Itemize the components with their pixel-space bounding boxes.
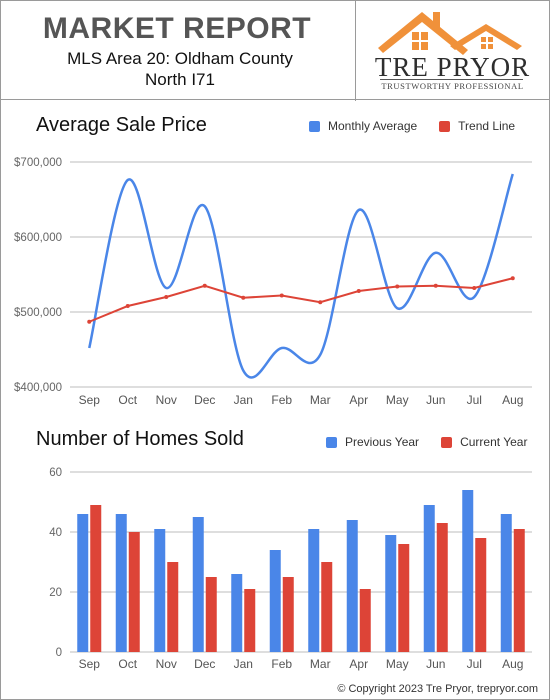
point-trend-line-nov — [164, 295, 169, 299]
legend-swatch-current-year — [441, 436, 453, 448]
bar-previous-year-jan — [231, 574, 243, 652]
homes-sold-chart-x-tick-label-dec: Dec — [194, 657, 215, 671]
price-chart-x-tick-label-jan: Jan — [234, 393, 253, 407]
report-subtitle-line2: North I71 — [145, 70, 215, 89]
bar-previous-year-aug — [500, 514, 512, 652]
bar-previous-year-feb — [269, 550, 281, 652]
legend-swatch-monthly-average — [309, 120, 320, 132]
bar-current-year-feb — [282, 577, 294, 652]
price-chart-x-tick-label-may: May — [386, 393, 409, 407]
homes-sold-chart-y-tick-label: 20 — [49, 587, 62, 599]
price-chart-title: Average Sale Price — [36, 114, 207, 136]
homes-sold-chart-x-tick-label-jul: Jul — [467, 657, 482, 671]
legend-label-trend-line: Trend Line — [458, 119, 516, 133]
series-line-monthly-average — [88, 173, 514, 379]
homes-sold-chart-x-tick-label-may: May — [386, 657, 409, 671]
house-logo-icon — [378, 12, 522, 55]
price-chart-legend: Monthly Average Trend Line — [309, 119, 537, 133]
price-chart-x-tick-label-nov: Nov — [156, 393, 177, 407]
bar-previous-year-may — [385, 535, 397, 652]
bar-previous-year-dec — [192, 517, 204, 652]
bar-current-year-dec — [205, 577, 217, 652]
homes-sold-chart-legend: Previous Year Current Year — [326, 435, 549, 449]
homes-sold-chart-y-tick-label: 60 — [49, 467, 62, 479]
point-trend-line-jul — [472, 286, 477, 290]
bar-current-year-sep — [90, 505, 102, 652]
homes-sold-chart-x-tick-label-mar: Mar — [310, 657, 331, 671]
price-chart-x-tick-label-mar: Mar — [310, 393, 331, 407]
homes-sold-chart: 0 20 40 60 Sep Oct Nov Dec Jan Feb Mar Apr May Jun Jul… — [49, 467, 532, 671]
average-sale-price-chart: $400,000 $500,000 $600,000 $700,000 Sep Oct No… — [14, 157, 532, 407]
legend-swatch-trend-line — [439, 120, 451, 132]
price-chart-y-tick-label: $700,000 — [14, 157, 62, 169]
bar-current-year-jun — [436, 523, 448, 652]
point-trend-line-oct — [125, 304, 130, 308]
price-chart-y-tick-label: $600,000 — [14, 232, 62, 244]
legend-swatch-previous-year — [326, 436, 337, 448]
legend-label-monthly-average: Monthly Average — [328, 119, 418, 133]
brand-tagline: TRUSTWORTHY PROFESSIONAL — [381, 81, 524, 91]
brand-name: TRE PRYOR — [374, 52, 531, 82]
legend-item-trend-line: Trend Line — [439, 119, 515, 133]
homes-sold-chart-x-tick-label-feb: Feb — [271, 657, 292, 671]
point-trend-line-jan — [241, 295, 246, 300]
brand-divider — [380, 79, 523, 80]
bar-current-year-oct — [128, 532, 140, 652]
point-trend-line-jun — [433, 283, 438, 288]
homes-sold-chart-x-tick-label-apr: Apr — [349, 657, 368, 671]
bar-current-year-may — [398, 544, 410, 652]
legend-label-current-year: Current Year — [460, 435, 528, 449]
homes-sold-chart-title: Number of Homes Sold — [36, 428, 244, 450]
point-trend-line-apr — [356, 289, 361, 293]
bar-current-year-apr — [359, 589, 371, 652]
point-trend-line-dec — [202, 283, 207, 288]
homes-sold-chart-x-tick-label-nov: Nov — [156, 657, 177, 671]
price-chart-x-tick-label-feb: Feb — [271, 393, 292, 407]
homes-sold-chart-y-tick-label: 0 — [56, 647, 62, 659]
point-trend-line-aug — [510, 276, 515, 281]
report-title: MARKET REPORT — [42, 12, 312, 45]
homes-sold-chart-x-tick-label-oct: Oct — [118, 657, 137, 671]
bar-previous-year-jul — [462, 490, 474, 652]
bar-current-year-mar — [321, 562, 333, 652]
point-trend-line-mar — [318, 300, 323, 305]
price-chart-x-tick-label-jul: Jul — [467, 393, 482, 407]
report-subtitle: MLS Area 20: Oldham County North I71 — [20, 48, 340, 90]
bar-current-year-jul — [475, 538, 487, 652]
homes-sold-chart-x-tick-label-jun: Jun — [426, 657, 445, 671]
bar-current-year-aug — [513, 529, 525, 652]
price-chart-x-tick-label-sep: Sep — [79, 393, 101, 407]
legend-label-previous-year: Previous Year — [345, 435, 420, 449]
price-chart-x-tick-label-aug: Aug — [502, 393, 523, 407]
report-subtitle-line1: MLS Area 20: Oldham County — [67, 49, 293, 68]
price-chart-x-tick-label-oct: Oct — [118, 393, 137, 407]
legend-item-previous-year: Previous Year — [326, 435, 419, 449]
homes-sold-chart-x-tick-label-sep: Sep — [79, 657, 101, 671]
point-trend-line-sep — [87, 319, 92, 324]
homes-sold-chart-x-tick-label-jan: Jan — [234, 657, 253, 671]
point-trend-line-feb — [279, 293, 284, 298]
homes-sold-chart-x-tick-label-aug: Aug — [502, 657, 523, 671]
price-chart-y-tick-label: $400,000 — [14, 382, 62, 394]
bar-current-year-nov — [167, 562, 179, 652]
price-chart-y-tick-label: $500,000 — [14, 307, 62, 319]
bar-previous-year-mar — [308, 529, 320, 652]
price-chart-x-tick-label-jun: Jun — [426, 393, 445, 407]
legend-item-monthly-average: Monthly Average — [309, 119, 417, 133]
legend-item-current-year: Current Year — [441, 435, 527, 449]
homes-sold-chart-y-tick-label: 40 — [49, 527, 62, 539]
bar-current-year-jan — [244, 589, 256, 652]
price-chart-x-tick-label-apr: Apr — [349, 393, 368, 407]
series-line-trend-line — [88, 277, 513, 323]
bar-previous-year-nov — [154, 529, 166, 652]
bar-previous-year-oct — [115, 514, 127, 652]
header-divider — [355, 1, 356, 101]
price-chart-x-tick-label-dec: Dec — [194, 393, 215, 407]
copyright-notice: © Copyright 2023 Tre Pryor, trepryor.com — [337, 683, 538, 695]
bar-previous-year-apr — [346, 520, 358, 652]
bar-previous-year-sep — [77, 514, 89, 652]
point-trend-line-may — [395, 284, 400, 289]
bar-previous-year-jun — [423, 505, 435, 652]
